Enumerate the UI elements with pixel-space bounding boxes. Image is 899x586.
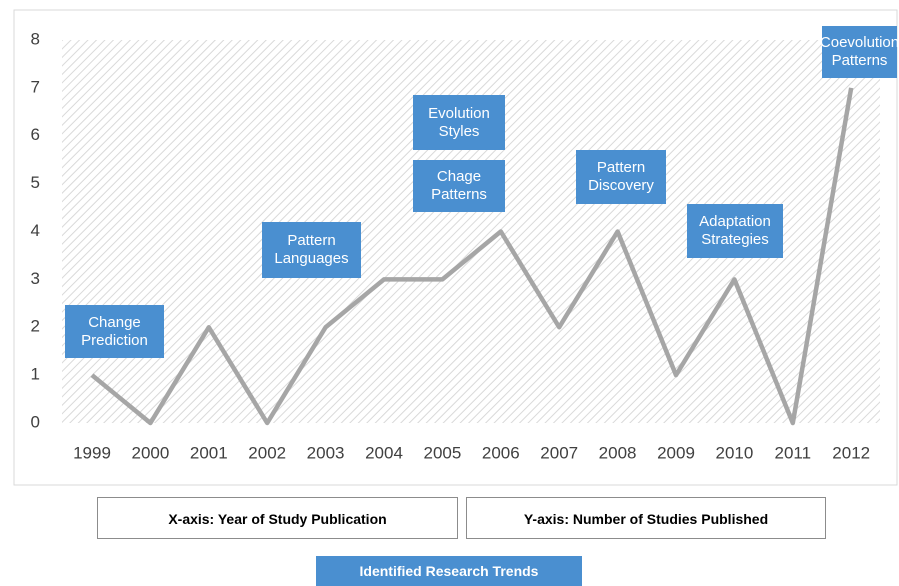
annotation: Evolution Styles bbox=[413, 95, 505, 150]
y-tick-label: 2 bbox=[31, 317, 40, 336]
x-tick-label: 2007 bbox=[540, 443, 578, 462]
annotation: Change Prediction bbox=[65, 305, 164, 358]
y-tick-label: 0 bbox=[31, 412, 40, 431]
annotation: Pattern Discovery bbox=[576, 150, 666, 204]
x-tick-label: 2003 bbox=[307, 443, 345, 462]
annotation: Coevolution Patterns bbox=[820, 26, 899, 78]
x-tick-label: 2005 bbox=[423, 443, 461, 462]
y-tick-label: 6 bbox=[31, 125, 40, 144]
annotation: Chage Patterns bbox=[413, 160, 505, 212]
annotation: Adaptation Strategies bbox=[687, 204, 783, 258]
y-tick-label: 8 bbox=[31, 29, 40, 48]
x-tick-label: 2009 bbox=[657, 443, 695, 462]
y-tick-label: 5 bbox=[31, 173, 40, 192]
y-axis-label: Y-axis: Number of Studies Published bbox=[466, 497, 826, 539]
x-tick-label: 2012 bbox=[832, 443, 870, 462]
x-tick-label: 2010 bbox=[715, 443, 753, 462]
x-tick-label: 1999 bbox=[73, 443, 111, 462]
x-tick-label: 2006 bbox=[482, 443, 520, 462]
x-tick-label: 2001 bbox=[190, 443, 228, 462]
x-tick-label: 2004 bbox=[365, 443, 403, 462]
legend-title: Identified Research Trends bbox=[316, 556, 582, 586]
annotation: Pattern Languages bbox=[262, 222, 361, 278]
x-tick-label: 2011 bbox=[775, 443, 812, 462]
y-tick-label: 1 bbox=[31, 365, 40, 384]
x-axis-label: X-axis: Year of Study Publication bbox=[97, 497, 458, 539]
y-tick-label: 3 bbox=[31, 269, 40, 288]
data-line bbox=[90, 87, 854, 426]
y-tick-label: 4 bbox=[31, 221, 40, 240]
x-tick-label: 2008 bbox=[599, 443, 637, 462]
x-tick-label: 2002 bbox=[248, 443, 286, 462]
x-tick-label: 2000 bbox=[131, 443, 169, 462]
y-tick-label: 7 bbox=[31, 77, 40, 96]
